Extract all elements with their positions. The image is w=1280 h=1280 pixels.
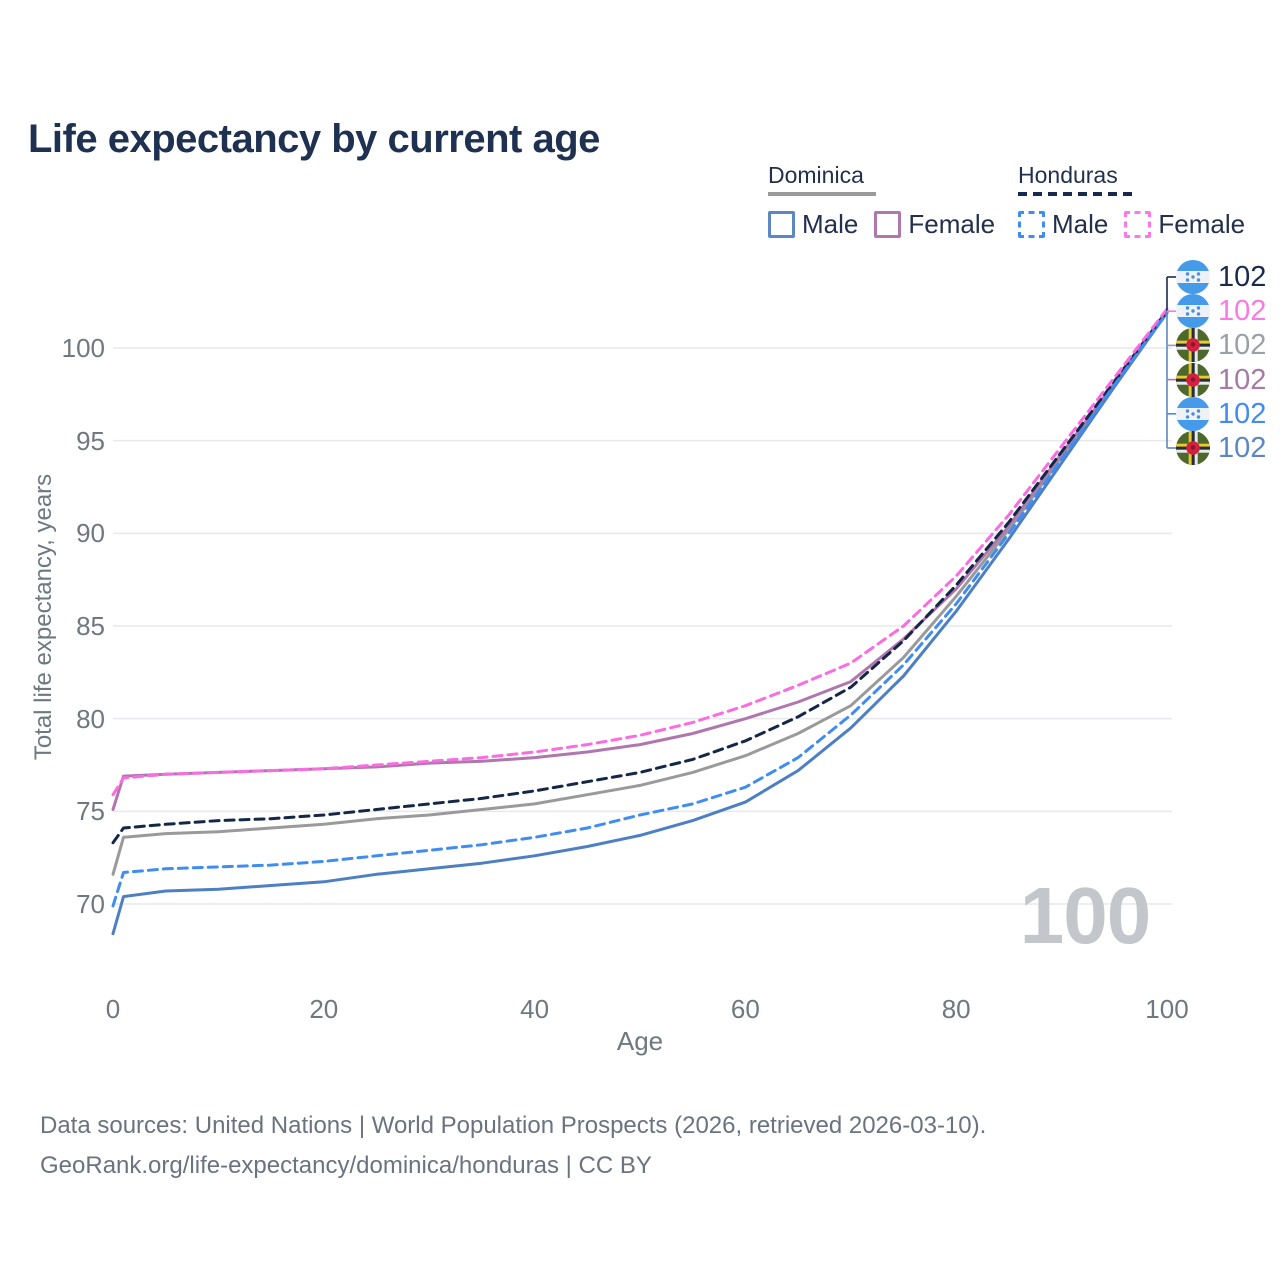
honduras-female-swatch-icon [1124,211,1152,238]
legend-country-dominica[interactable]: Dominica [768,162,864,188]
series-line-dominica-both-sexes[interactable] [111,311,1169,876]
legend-country-honduras[interactable]: Honduras [1018,162,1118,188]
x-tick-label: 60 [730,994,760,1024]
end-label-honduras-male: 102 [1176,396,1267,431]
series-line-honduras-female[interactable] [111,307,1169,797]
end-label-value: 102 [1218,363,1267,396]
y-tick-label: 95 [76,425,105,456]
data-sources-line: Data sources: United Nations | World Pop… [40,1112,987,1139]
x-tick-label: 80 [941,994,971,1024]
legend-item-label: Male [1052,209,1109,239]
legend-group-dominica: Dominica Male Female [768,162,1011,240]
dominica-flag-icon [1176,431,1210,465]
legend-item-label: Female [1158,209,1246,239]
x-tick-label: 0 [105,994,121,1024]
series-line-honduras-male[interactable] [111,311,1169,908]
page-title: Life expectancy by current age [28,116,600,161]
x-tick-label: 100 [1145,994,1189,1024]
end-label-dominica-male: 102 [1176,431,1266,465]
honduras-line-style-icon [1018,192,1132,196]
legend-item-honduras-female[interactable]: Female [1124,209,1245,240]
footer: Data sources: United Nations | World Pop… [40,1106,986,1186]
y-tick-label: 80 [76,703,105,734]
end-label-value: 102 [1218,397,1267,430]
dominica-male-swatch-icon [768,211,795,238]
honduras-flag-icon [1176,294,1210,329]
end-label-honduras-both-sexes: 102 [1176,260,1266,294]
series-line-honduras-both-sexes[interactable] [111,309,1169,845]
honduras-flag-icon [1176,396,1210,431]
y-tick-label: 85 [76,610,105,641]
attribution-line: GeoRank.org/life-expectancy/dominica/hon… [40,1152,652,1179]
end-label-honduras-female: 102 [1176,294,1267,329]
legend-item-dominica-male[interactable]: Male [768,209,858,240]
dominica-flag-icon [1176,328,1210,363]
legend-group-honduras: Honduras Male Female [1018,162,1261,240]
honduras-flag-icon [1176,260,1210,294]
current-age-watermark: 100 [1019,871,1151,960]
dominica-female-swatch-icon [874,211,902,238]
honduras-male-swatch-icon [1018,211,1045,238]
legend-item-label: Male [802,209,859,239]
end-label-value: 102 [1218,329,1267,362]
x-tick-label: 20 [309,994,339,1024]
series-line-dominica-male[interactable] [111,311,1169,936]
legend-item-honduras-male[interactable]: Male [1018,209,1108,240]
end-label-value: 102 [1218,261,1267,293]
end-label-value: 102 [1218,432,1267,464]
y-tick-label: 90 [76,518,105,549]
legend-item-label: Female [908,209,996,239]
end-label-dominica-female: 102 [1176,362,1267,397]
y-tick-label: 100 [61,333,105,363]
dominica-flag-icon [1176,362,1210,397]
y-tick-label: 75 [76,796,105,827]
end-label-value: 102 [1218,295,1267,328]
x-axis-title: Age [616,1026,664,1056]
x-tick-label: 40 [520,994,550,1024]
y-tick-label: 70 [76,888,105,919]
end-label-dominica-both-sexes: 102 [1176,328,1267,363]
legend-item-dominica-female[interactable]: Female [874,209,995,240]
dominica-line-style-icon [768,192,876,196]
